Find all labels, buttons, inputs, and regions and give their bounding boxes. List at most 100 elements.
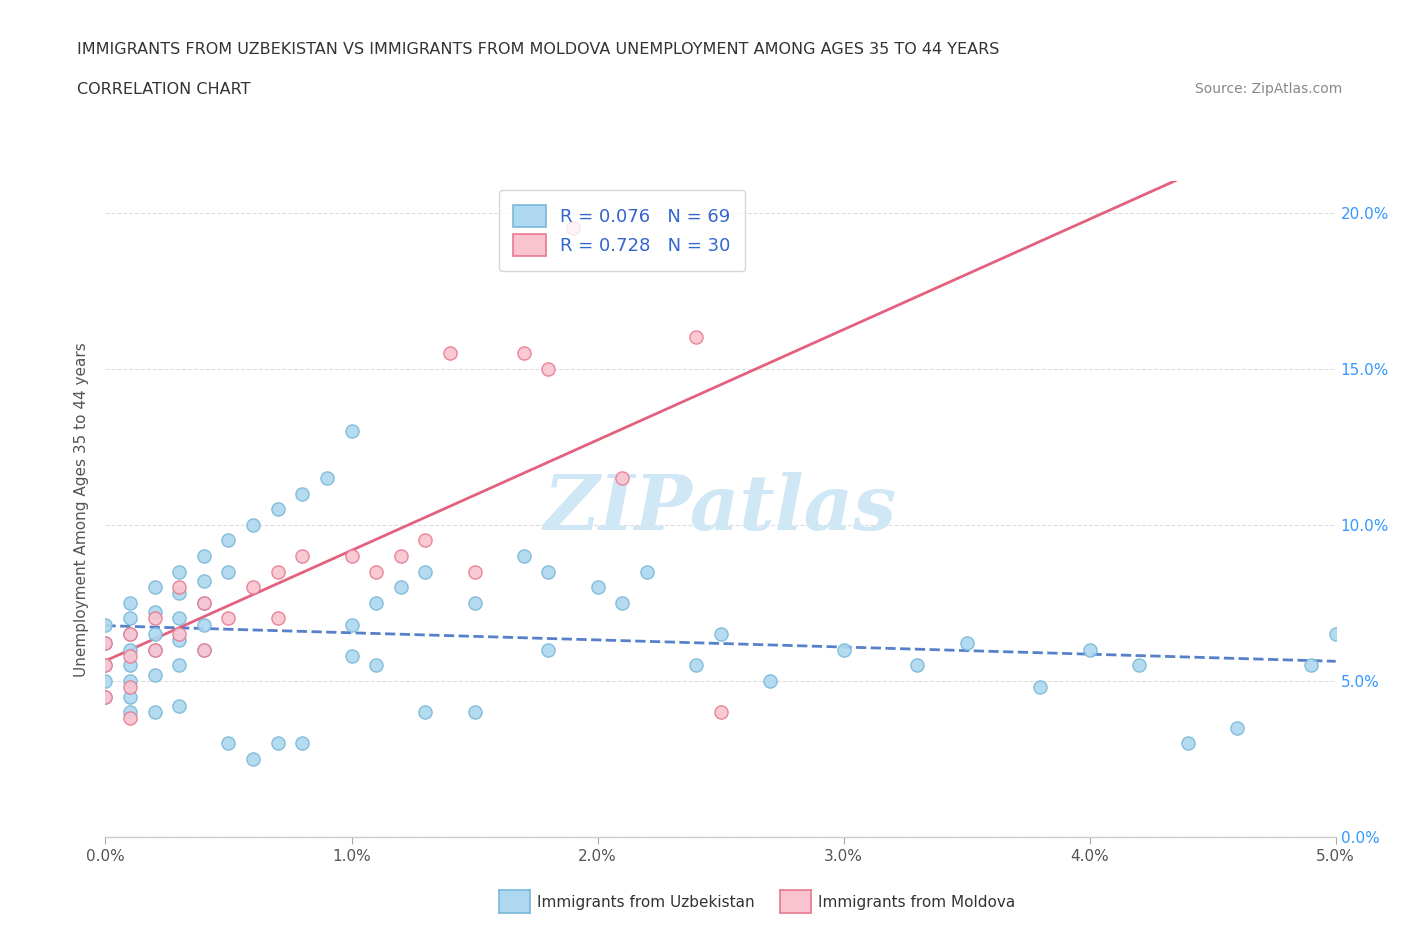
Point [340, 549, 363, 564]
Point [291, 549, 314, 564]
Point [169, 627, 191, 642]
Point [143, 667, 166, 682]
Point [94, 658, 117, 672]
Point [169, 579, 191, 594]
Point [120, 680, 141, 695]
Point [193, 595, 215, 610]
Point [193, 574, 215, 589]
Point [1177, 736, 1199, 751]
Point [464, 705, 486, 720]
Y-axis label: Unemployment Among Ages 35 to 44 years: Unemployment Among Ages 35 to 44 years [75, 342, 90, 676]
Point [169, 658, 191, 672]
Point [464, 595, 486, 610]
Point [218, 533, 240, 548]
Point [537, 565, 560, 579]
Point [636, 565, 658, 579]
Legend: R = 0.076   N = 69, R = 0.728   N = 30: R = 0.076 N = 69, R = 0.728 N = 30 [499, 191, 745, 271]
Point [415, 565, 437, 579]
Point [267, 736, 290, 751]
Text: CORRELATION CHART: CORRELATION CHART [77, 82, 250, 97]
Point [94, 673, 117, 688]
Point [143, 627, 166, 642]
Point [1128, 658, 1150, 672]
Point [956, 636, 979, 651]
Point [340, 618, 363, 632]
Point [169, 565, 191, 579]
Point [94, 618, 117, 632]
Point [218, 611, 240, 626]
Point [612, 595, 634, 610]
Point [439, 346, 461, 361]
Point [586, 579, 609, 594]
Point [143, 643, 166, 658]
Point [1078, 643, 1101, 658]
Point [143, 611, 166, 626]
Point [1226, 720, 1249, 735]
Point [685, 658, 707, 672]
Point [120, 648, 141, 663]
Point [193, 618, 215, 632]
Point [94, 636, 117, 651]
Text: ZIPatlas: ZIPatlas [544, 472, 897, 546]
Point [267, 565, 290, 579]
Point [366, 565, 388, 579]
Point [120, 627, 141, 642]
Point [267, 502, 290, 517]
Point [242, 517, 264, 532]
Point [143, 604, 166, 619]
Point [120, 595, 141, 610]
Point [94, 658, 117, 672]
Point [143, 643, 166, 658]
Text: Immigrants from Uzbekistan: Immigrants from Uzbekistan [537, 895, 755, 910]
Point [218, 565, 240, 579]
Point [389, 549, 412, 564]
Point [464, 565, 486, 579]
Text: Source: ZipAtlas.com: Source: ZipAtlas.com [1195, 82, 1343, 96]
Point [143, 705, 166, 720]
Point [907, 658, 929, 672]
Point [120, 673, 141, 688]
Point [759, 673, 782, 688]
Point [685, 330, 707, 345]
Point [193, 595, 215, 610]
Point [120, 705, 141, 720]
Point [291, 736, 314, 751]
Point [710, 705, 733, 720]
Text: IMMIGRANTS FROM UZBEKISTAN VS IMMIGRANTS FROM MOLDOVA UNEMPLOYMENT AMONG AGES 35: IMMIGRANTS FROM UZBEKISTAN VS IMMIGRANTS… [77, 42, 1000, 57]
Point [94, 689, 117, 704]
Point [120, 658, 141, 672]
Point [710, 627, 733, 642]
Point [1029, 680, 1052, 695]
Point [832, 643, 855, 658]
Point [389, 579, 412, 594]
Point [94, 636, 117, 651]
Point [169, 586, 191, 601]
Point [169, 633, 191, 648]
Point [291, 486, 314, 501]
Point [562, 220, 585, 235]
Point [120, 627, 141, 642]
Point [513, 549, 536, 564]
Point [1324, 627, 1347, 642]
Point [612, 471, 634, 485]
Point [315, 471, 337, 485]
Point [169, 698, 191, 713]
Point [120, 689, 141, 704]
Point [340, 424, 363, 439]
Point [267, 611, 290, 626]
Point [366, 595, 388, 610]
Point [537, 361, 560, 376]
Point [415, 533, 437, 548]
Point [242, 579, 264, 594]
Point [120, 611, 141, 626]
Point [415, 705, 437, 720]
Point [537, 643, 560, 658]
Point [218, 736, 240, 751]
Point [193, 643, 215, 658]
Point [120, 711, 141, 725]
Point [94, 689, 117, 704]
Point [366, 658, 388, 672]
Text: Immigrants from Moldova: Immigrants from Moldova [818, 895, 1015, 910]
Point [120, 643, 141, 658]
Point [513, 346, 536, 361]
